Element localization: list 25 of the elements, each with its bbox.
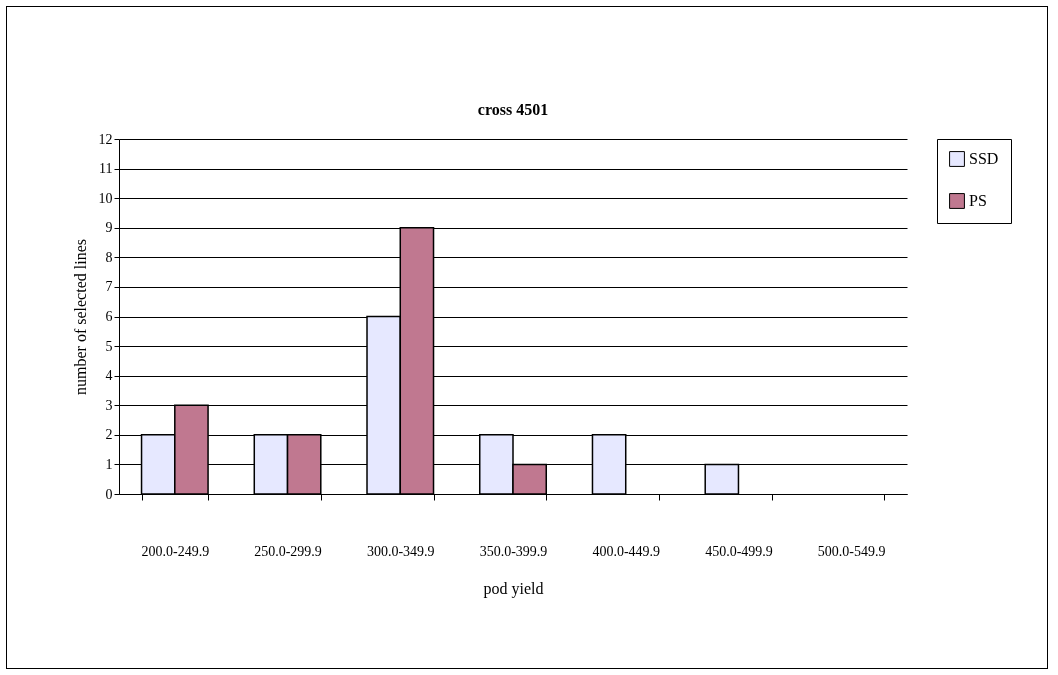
x-tick-label: 400.0-449.9 [592,543,661,559]
y-tick-label: 10 [98,190,113,206]
x-tick-label: 500.0-549.9 [817,543,886,559]
legend-label: PS [969,192,987,209]
y-tick-label: 3 [105,397,113,413]
y-tick-label: 7 [105,279,113,295]
legend-label: SSD [969,150,999,167]
x-axis-title: pod yield [483,579,544,598]
x-tick-label: 250.0-299.9 [254,543,322,559]
x-tick-label: 450.0-499.9 [705,543,773,559]
y-tick-label: 12 [98,131,113,147]
x-tick-label: 350.0-399.9 [479,543,548,559]
y-tick-label: 5 [105,338,113,354]
y-tick-label: 6 [105,309,113,324]
y-axis-title: number of selected lines [71,239,89,395]
y-tick-label: 2 [105,427,113,443]
x-tick-label: 300.0-349.9 [366,543,435,559]
y-tick-label: 1 [105,456,113,472]
y-tick-label: 4 [105,368,113,384]
x-tick-label: 200.0-249.9 [141,543,210,559]
y-tick-label: 8 [105,249,113,265]
y-tick-label: 11 [99,161,113,177]
chart-title: cross 4501 [477,101,549,118]
y-tick-label: 9 [105,220,113,236]
y-tick-label: 0 [105,486,113,502]
